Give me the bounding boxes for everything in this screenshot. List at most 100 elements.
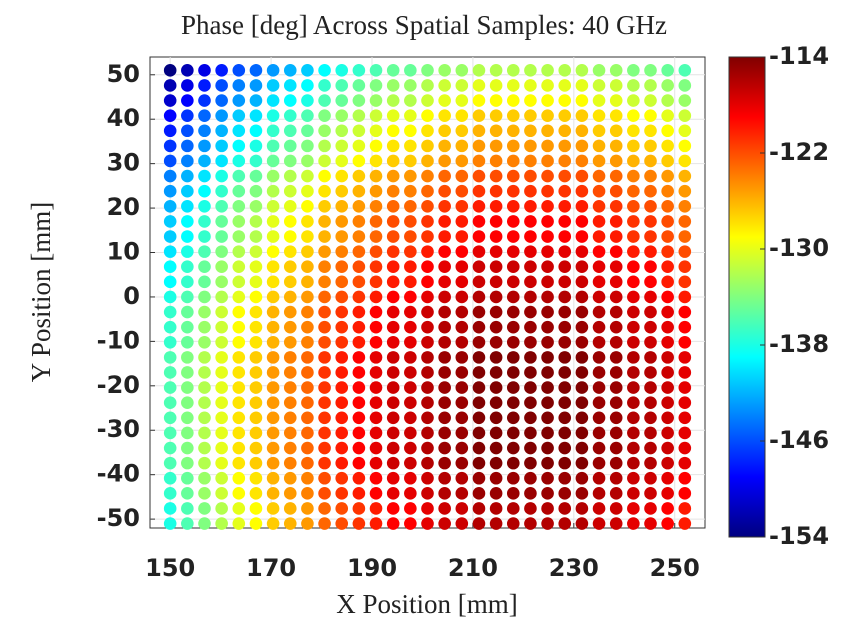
data-point [609, 487, 623, 500]
data-point [232, 109, 246, 122]
data-point [404, 169, 417, 183]
data-point [369, 94, 383, 107]
data-point [352, 139, 366, 153]
data-point [678, 351, 692, 364]
data-point [472, 320, 486, 334]
data-point [644, 471, 657, 485]
data-point [318, 366, 331, 379]
data-point [541, 396, 554, 409]
data-point [352, 502, 366, 515]
data-point [506, 109, 520, 122]
data-point [609, 320, 623, 334]
data-point [644, 64, 657, 77]
data-point [386, 381, 400, 394]
data-point [386, 502, 400, 515]
data-point [524, 320, 537, 334]
data-point [524, 124, 537, 138]
data-point [575, 351, 589, 364]
data-point [678, 124, 692, 138]
data-point [455, 366, 469, 379]
data-point [592, 517, 606, 530]
data-point [249, 456, 263, 470]
data-point [352, 305, 366, 319]
data-point [318, 381, 331, 394]
data-point [541, 169, 554, 183]
data-point [609, 64, 623, 77]
data-point [541, 381, 554, 394]
colorbar-tick-label: -138 [769, 330, 829, 358]
data-point [558, 396, 572, 409]
data-point [678, 471, 692, 485]
data-point [215, 275, 228, 289]
data-point [558, 154, 572, 168]
data-point [215, 471, 228, 485]
data-point [609, 366, 623, 379]
data-point [472, 351, 486, 364]
data-point [609, 169, 623, 183]
data-point [541, 411, 554, 425]
data-point [558, 139, 572, 153]
data-point [421, 456, 434, 470]
data-point [524, 305, 537, 319]
data-point [644, 517, 657, 530]
data-point [421, 471, 434, 485]
data-point [489, 471, 503, 485]
data-point [232, 411, 246, 425]
data-point [163, 381, 177, 394]
data-point [215, 199, 228, 213]
data-point [404, 79, 417, 92]
data-point [369, 366, 383, 379]
data-point [283, 487, 297, 500]
data-point [198, 366, 211, 379]
data-point [592, 320, 606, 334]
data-point [627, 305, 640, 319]
data-point [198, 245, 211, 258]
data-point [678, 411, 692, 425]
data-point [575, 169, 589, 183]
data-point [506, 366, 520, 379]
data-point [558, 109, 572, 122]
data-point [335, 441, 349, 455]
colorbar-tick-label: -114 [769, 42, 829, 70]
data-point [335, 335, 349, 349]
data-point [489, 305, 503, 319]
data-point [318, 260, 331, 274]
data-point [404, 290, 417, 304]
data-point [249, 411, 263, 425]
data-point [318, 471, 331, 485]
data-point [352, 94, 366, 107]
data-point [232, 215, 246, 228]
data-point [661, 79, 674, 92]
data-point [609, 381, 623, 394]
data-point [335, 124, 349, 138]
data-point [301, 456, 314, 470]
data-point [386, 199, 400, 213]
data-point [455, 184, 469, 198]
data-point [163, 487, 177, 500]
data-point [421, 351, 434, 364]
data-point [301, 426, 314, 440]
data-point [163, 290, 177, 304]
data-point [541, 184, 554, 198]
data-point [558, 456, 572, 470]
data-point [438, 215, 451, 228]
data-point [232, 305, 246, 319]
data-point [506, 426, 520, 440]
data-point [506, 154, 520, 168]
data-point [404, 139, 417, 153]
data-point [215, 411, 228, 425]
data-point [283, 502, 297, 515]
data-point [198, 456, 211, 470]
data-point [181, 471, 194, 485]
data-point [249, 320, 263, 334]
data-point [181, 124, 194, 138]
data-point [472, 441, 486, 455]
data-point [249, 441, 263, 455]
data-point [283, 471, 297, 485]
data-point [678, 230, 692, 243]
data-point [335, 456, 349, 470]
y-tick-label: -40 [97, 460, 140, 488]
data-point [266, 94, 280, 107]
data-point [249, 199, 263, 213]
data-point [489, 275, 503, 289]
